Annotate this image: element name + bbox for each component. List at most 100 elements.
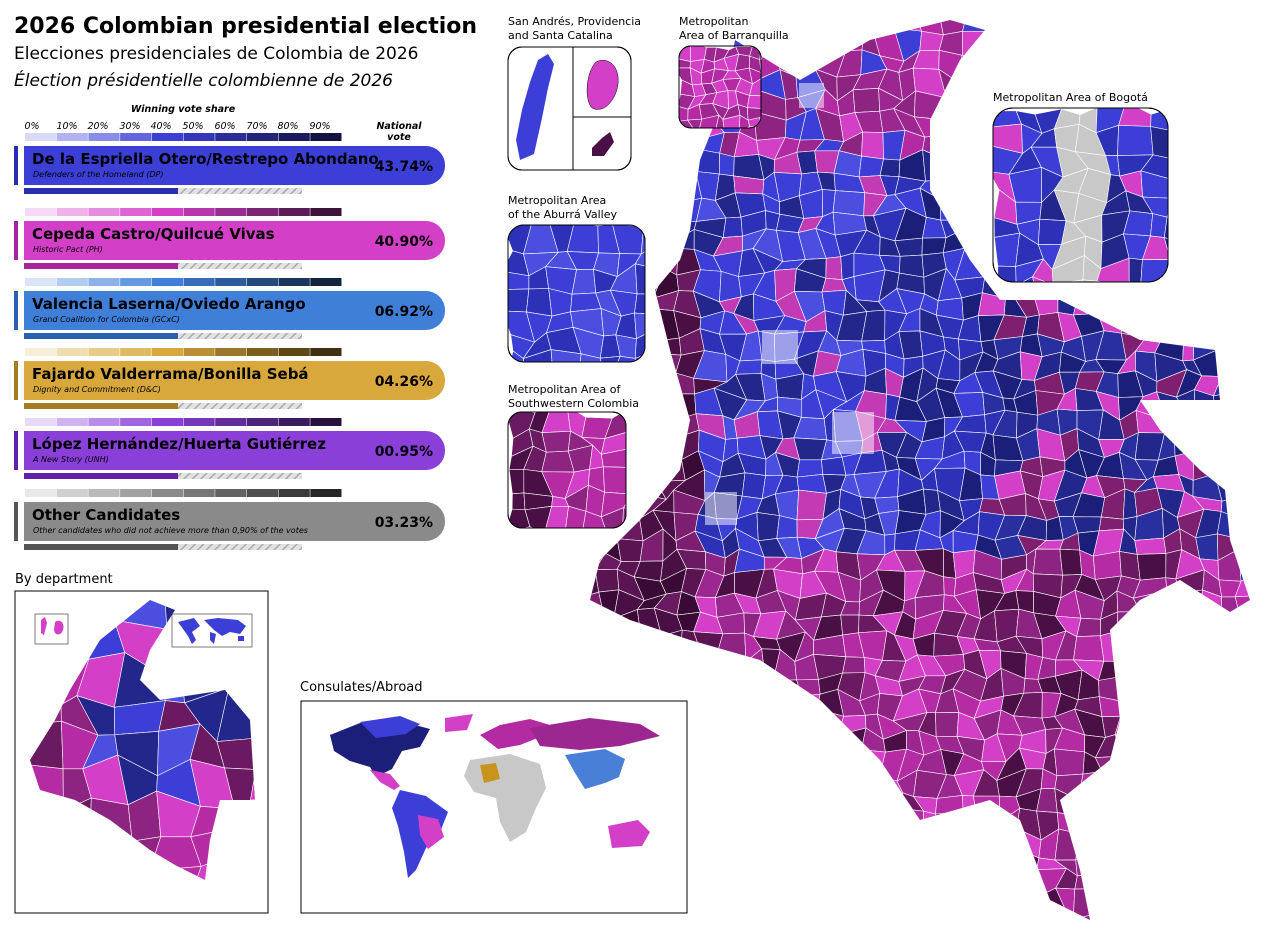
region	[997, 34, 1024, 54]
region	[1164, 47, 1187, 83]
region	[704, 909, 725, 920]
region	[717, 711, 739, 742]
candidate-vote: 03.23%	[375, 515, 433, 531]
region	[1177, 274, 1207, 299]
region	[1193, 247, 1227, 279]
region	[879, 849, 903, 882]
region	[599, 355, 621, 362]
region	[879, 158, 901, 178]
region	[1171, 179, 1194, 198]
region	[1133, 890, 1162, 920]
region	[1201, 68, 1225, 98]
swatch	[25, 348, 57, 356]
region	[856, 848, 884, 881]
swatch	[310, 418, 342, 426]
region	[862, 798, 880, 822]
region	[1076, 617, 1101, 637]
region	[718, 152, 735, 177]
region	[1179, 648, 1203, 677]
region	[998, 47, 1027, 81]
region	[1219, 329, 1234, 355]
asia	[565, 749, 625, 789]
region	[1134, 835, 1167, 854]
region	[872, 20, 906, 32]
inset-label: Metropolitan Area of	[508, 383, 621, 396]
region	[611, 355, 638, 362]
region	[981, 848, 997, 876]
region	[693, 711, 724, 741]
region	[1136, 30, 1167, 62]
region	[780, 752, 805, 778]
region	[1135, 409, 1167, 434]
region	[782, 910, 807, 920]
region	[1222, 148, 1244, 176]
region	[1254, 594, 1280, 622]
australia	[608, 820, 650, 848]
region	[1156, 630, 1183, 663]
share-bar-hatch	[178, 544, 302, 550]
region	[1078, 279, 1107, 282]
share-bar-hatch	[178, 333, 302, 339]
region	[1241, 390, 1250, 416]
region	[1213, 728, 1247, 761]
region	[526, 288, 553, 317]
region	[1254, 273, 1278, 301]
region	[250, 755, 255, 801]
region	[733, 897, 757, 920]
region	[956, 829, 983, 849]
region	[1163, 285, 1192, 310]
region	[1096, 257, 1130, 282]
region	[733, 909, 763, 920]
region	[839, 847, 861, 881]
brazil	[418, 815, 444, 849]
region	[1059, 548, 1083, 576]
region	[1112, 819, 1147, 838]
region	[940, 190, 967, 222]
region	[752, 680, 776, 702]
region	[1075, 833, 1105, 861]
region	[659, 629, 683, 663]
region	[1182, 131, 1202, 159]
region	[1143, 778, 1168, 803]
region	[894, 237, 923, 257]
region	[1181, 708, 1207, 742]
region	[1217, 693, 1245, 719]
region	[757, 852, 788, 876]
region	[1013, 869, 1037, 902]
region	[1122, 755, 1147, 783]
subtitle: Elecciones presidenciales de Colombia de…	[14, 44, 419, 64]
region	[625, 412, 626, 438]
region	[1122, 893, 1141, 920]
region	[1255, 15, 1280, 37]
region	[1121, 658, 1144, 681]
region	[1182, 337, 1195, 362]
region	[1243, 495, 1250, 522]
region	[753, 711, 787, 741]
region	[1094, 755, 1124, 772]
region	[618, 669, 648, 694]
region	[939, 114, 965, 140]
region	[1135, 611, 1166, 641]
region	[792, 849, 822, 880]
region	[1014, 20, 1040, 42]
region	[993, 848, 1018, 877]
region	[1143, 793, 1167, 823]
region	[1162, 274, 1184, 300]
region	[1234, 234, 1250, 252]
region	[1013, 34, 1038, 57]
region	[816, 752, 845, 781]
region	[818, 918, 842, 920]
region	[1178, 47, 1207, 83]
region	[1261, 330, 1279, 354]
inset-map	[508, 225, 645, 362]
region	[1216, 875, 1246, 895]
inset-label: Metropolitan Area	[508, 194, 606, 207]
region	[1262, 372, 1280, 394]
region	[508, 288, 530, 313]
region	[816, 816, 847, 841]
region	[636, 73, 668, 99]
region	[734, 747, 759, 779]
candidate-stripe	[14, 431, 18, 470]
region	[1218, 430, 1245, 460]
region	[600, 447, 626, 468]
